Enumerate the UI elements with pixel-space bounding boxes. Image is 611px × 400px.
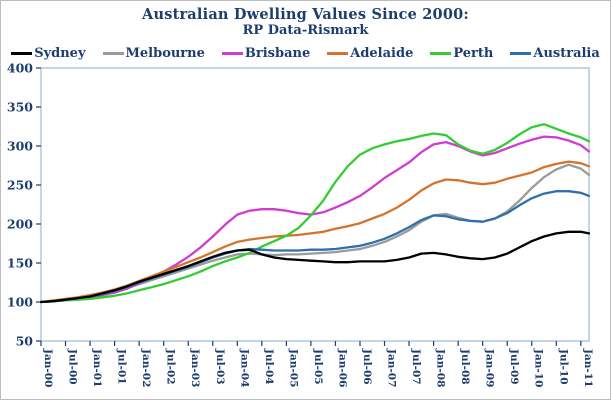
x-axis-label: Jan-10: [533, 348, 545, 387]
legend-item-australia: Australia: [510, 45, 600, 61]
x-axis-label: Jul-08: [459, 348, 471, 385]
legend-label-perth: Perth: [453, 45, 494, 61]
series-line-adelaide: [39, 160, 591, 304]
legend-swatch-sydney: [11, 51, 33, 55]
legend-item-adelaide: Adelaide: [327, 46, 413, 61]
x-axis-label: Jan-01: [91, 348, 103, 387]
legend-label-sydney: Sydney: [34, 45, 86, 61]
legend-swatch-perth: [430, 51, 452, 55]
series-line-australia: [39, 190, 591, 304]
legend-item-perth: Perth: [430, 46, 493, 61]
x-axis-label: Jan-11: [582, 348, 594, 387]
x-axis-label: Jan-05: [287, 348, 299, 387]
chart-title: Australian Dwelling Values Since 2000:: [142, 6, 469, 23]
y-axis-label: 150: [7, 256, 33, 271]
y-axis-label: 350: [7, 100, 33, 115]
legend-label-brisbane: Brisbane: [244, 45, 311, 61]
x-axis-label: Jan-00: [42, 348, 54, 387]
legend-swatch-brisbane: [221, 51, 243, 55]
x-axis-label: Jan-06: [336, 348, 348, 387]
x-axis-label: Jul-00: [67, 348, 79, 385]
x-axis-label: Jul-01: [116, 348, 128, 385]
y-axis-label: 200: [7, 217, 33, 232]
x-axis-label: Jul-09: [508, 348, 520, 385]
legend: Sydney Melbourne Brisbane Adelaide Perth Aust…: [1, 44, 610, 62]
legend-label-australia: Australia: [533, 45, 600, 61]
legend-item-brisbane: Brisbane: [221, 45, 311, 61]
x-axis-label: Jan-02: [140, 348, 152, 387]
y-axis-label: 400: [7, 61, 33, 76]
x-axis-label: Jan-07: [386, 348, 398, 387]
y-axis-label: 100: [7, 295, 33, 310]
series-line-brisbane: [39, 135, 591, 304]
x-axis-label: Jul-02: [165, 348, 177, 385]
x-axis-label: Jul-03: [214, 348, 226, 385]
x-axis-label: Jul-06: [361, 348, 373, 385]
y-axis-label: 250: [7, 178, 33, 193]
legend-swatch-melbourne: [102, 51, 124, 55]
x-axis-label: Jul-07: [410, 348, 422, 385]
x-axis-label: Jan-04: [238, 348, 250, 387]
series-line-sydney: [39, 230, 591, 304]
legend-label-adelaide: Adelaide: [350, 45, 414, 61]
x-axis-label: Jan-09: [484, 348, 496, 387]
y-axis-label: 300: [7, 139, 33, 154]
x-axis-label: Jan-08: [435, 348, 447, 387]
chart-subtitle: RP Data-Rismark: [242, 23, 369, 38]
legend-item-sydney: Sydney: [11, 45, 86, 61]
legend-swatch-adelaide: [327, 51, 349, 55]
x-axis-label: Jan-03: [189, 348, 201, 387]
legend-item-melbourne: Melbourne: [102, 45, 205, 61]
plot-frame: [40, 67, 590, 342]
x-axis-label: Jul-10: [557, 348, 569, 385]
x-axis-label: Jul-04: [263, 348, 275, 385]
y-axis-label: 50: [16, 334, 34, 349]
series-line-perth: [39, 123, 591, 304]
legend-swatch-australia: [510, 51, 532, 55]
x-axis-label: Jul-05: [312, 348, 324, 385]
legend-label-melbourne: Melbourne: [125, 45, 205, 61]
